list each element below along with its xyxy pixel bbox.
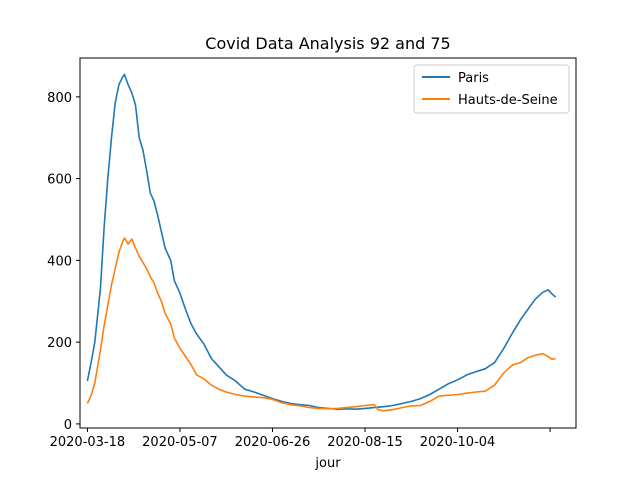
legend-label-0: Paris bbox=[458, 71, 489, 86]
plot-area bbox=[79, 57, 577, 429]
series-line-1 bbox=[86, 237, 556, 412]
y-axis: 0 200 400 600 800 bbox=[47, 91, 80, 433]
y-tick-label: 600 bbox=[47, 173, 72, 188]
legend-frame bbox=[413, 64, 570, 114]
series-layer bbox=[86, 73, 557, 412]
x-tick-label: 2020-10-04 bbox=[420, 435, 496, 450]
y-tick-label: 200 bbox=[47, 336, 72, 351]
axes-frame bbox=[79, 57, 577, 429]
x-axis: 2020-03-18 2020-05-07 2020-06-26 2020-08-15… bbox=[50, 428, 551, 450]
x-tick-label: 2020-06-26 bbox=[235, 435, 311, 450]
x-tick-label: 2020-08-15 bbox=[327, 435, 403, 450]
chart-title: Covid Data Analysis 92 and 75 bbox=[205, 34, 450, 53]
x-tick-label: 2020-03-18 bbox=[50, 435, 126, 450]
y-tick-label: 400 bbox=[47, 254, 72, 269]
y-tick-label: 800 bbox=[47, 91, 72, 106]
y-tick-label: 0 bbox=[64, 418, 72, 433]
legend-label-1: Hauts-de-Seine bbox=[458, 93, 558, 108]
legend: Paris Hauts-de-Seine bbox=[413, 64, 570, 114]
x-axis-label: jour bbox=[314, 456, 341, 471]
series-line-0 bbox=[86, 73, 557, 410]
x-tick-label: 2020-05-07 bbox=[142, 435, 218, 450]
